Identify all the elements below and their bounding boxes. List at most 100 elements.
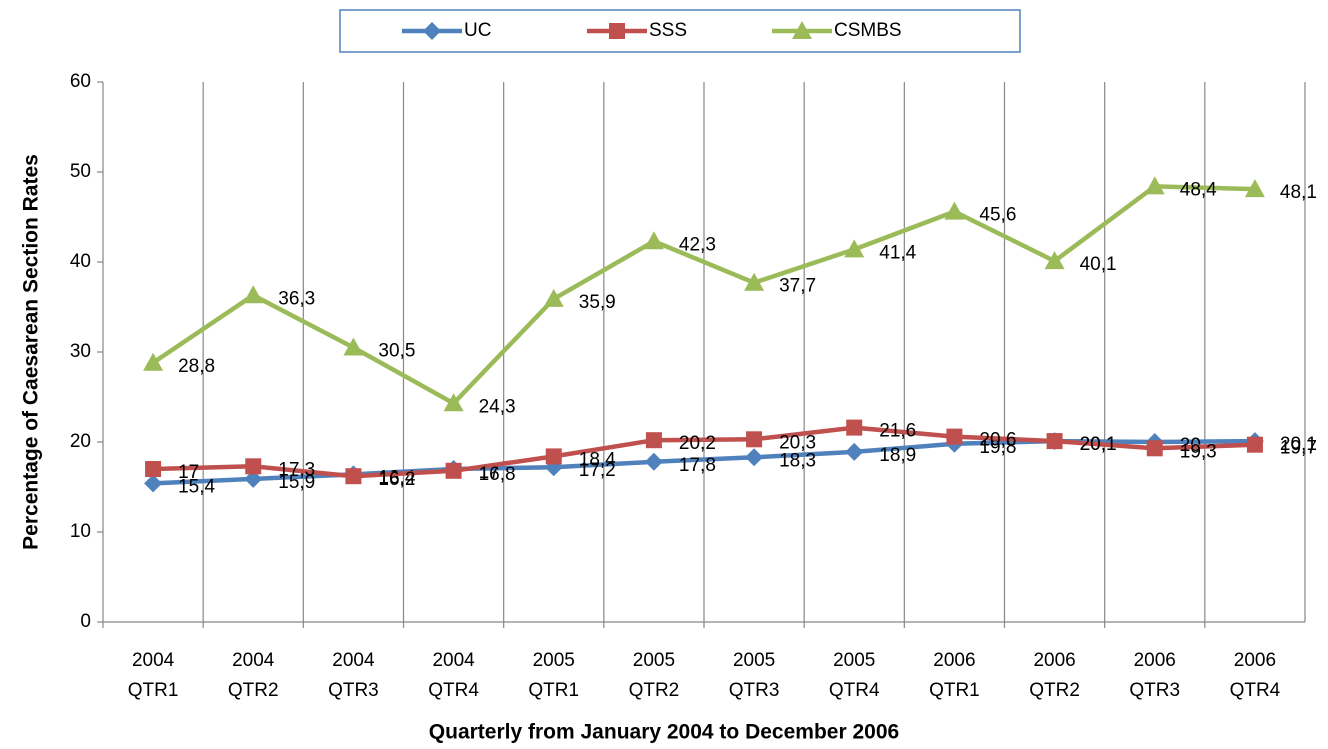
data-label: 20,2 — [679, 433, 716, 454]
marker — [1046, 433, 1063, 450]
marker — [145, 461, 162, 477]
y-tick-label: 30 — [70, 341, 91, 362]
data-label: 19,3 — [1180, 441, 1217, 462]
marker — [1044, 251, 1065, 270]
series: 28,8 36,3 30,5 24,3 35,9 42,3 37,7 41,4 45,6 40,1… — [143, 176, 1317, 417]
marker — [343, 337, 364, 356]
data-label: 17,8 — [679, 455, 716, 476]
marker — [946, 428, 963, 445]
x-tick-label: QTR1 — [528, 680, 579, 701]
x-tick-label: QTR2 — [228, 680, 279, 701]
marker — [744, 272, 765, 291]
legend-label: SSS — [649, 20, 687, 41]
data-label: 20,6 — [979, 430, 1016, 451]
x-tick-label: 2006 — [1134, 650, 1176, 671]
marker — [345, 468, 362, 485]
marker — [844, 239, 865, 258]
x-tick-label: 2005 — [833, 650, 875, 671]
y-axis-title: Percentage of Caesarean Section Rates — [20, 154, 43, 550]
marker — [645, 432, 662, 449]
data-label: 20,1 — [1080, 434, 1117, 455]
x-tick-label: 2005 — [533, 650, 575, 671]
x-tick-label: QTR2 — [629, 680, 680, 701]
data-label: 17 — [178, 462, 199, 483]
x-tick-label: QTR4 — [829, 680, 880, 701]
x-tick-label: QTR3 — [328, 680, 379, 701]
marker — [244, 469, 263, 488]
marker — [545, 448, 562, 465]
data-label: 15,4 — [178, 476, 215, 497]
data-label: 16,8 — [479, 464, 516, 485]
data-label: 20,1 — [1280, 434, 1317, 455]
x-tick-label: 2004 — [232, 650, 275, 671]
data-label: 35,9 — [579, 292, 616, 313]
marker — [543, 288, 564, 307]
data-label: 21,6 — [879, 421, 916, 442]
marker — [1244, 179, 1265, 198]
data-label: 15,9 — [278, 472, 315, 493]
marker — [944, 201, 965, 220]
y-tick-label: 0 — [80, 611, 91, 632]
data-label: 28,8 — [178, 356, 215, 377]
marker — [746, 431, 763, 448]
marker — [443, 393, 464, 412]
data-label: 40,1 — [1080, 254, 1117, 275]
x-tick-label: QTR3 — [1129, 680, 1180, 701]
x-tick-label: 2005 — [733, 650, 775, 671]
x-tick-label: 2004 — [432, 650, 475, 671]
y-tick-label: 10 — [70, 521, 91, 542]
y-tick-label: 40 — [70, 251, 91, 272]
data-label: 41,4 — [879, 242, 916, 263]
x-tick-label: 2004 — [332, 650, 375, 671]
data-label: 18,9 — [879, 445, 916, 466]
data-label: 16,2 — [378, 469, 415, 490]
data-label: 36,3 — [278, 288, 315, 309]
marker — [1144, 176, 1165, 195]
x-tick-label: QTR4 — [1230, 680, 1281, 701]
data-label: 19,8 — [979, 437, 1016, 458]
x-tick-label: 2004 — [132, 650, 175, 671]
x-tick-label: 2006 — [933, 650, 975, 671]
y-tick-label: 60 — [70, 71, 91, 92]
marker — [423, 22, 441, 40]
series: 17 17,3 16,2 16,818,420,2 20,321,6 20,6 20,1 19… — [145, 419, 1317, 490]
x-tick-label: QTR3 — [729, 680, 780, 701]
series-line — [153, 425, 1255, 479]
marker — [245, 458, 262, 475]
marker — [144, 474, 163, 493]
data-label: 42,3 — [679, 234, 716, 255]
marker — [845, 442, 864, 461]
marker — [609, 23, 625, 39]
data-label: 19,7 — [1280, 438, 1317, 459]
data-label: 30,5 — [378, 341, 415, 362]
data-label: 24,3 — [479, 396, 516, 417]
legend-label: CSMBS — [834, 20, 902, 41]
marker — [644, 452, 663, 471]
data-label: 48,1 — [1280, 182, 1317, 203]
legend-label: UC — [464, 20, 491, 41]
marker — [1146, 440, 1163, 457]
x-tick-label: QTR4 — [428, 680, 479, 701]
x-tick-label: 2006 — [1033, 650, 1075, 671]
x-tick-label: QTR1 — [929, 680, 980, 701]
data-label: 37,7 — [779, 276, 816, 297]
x-tick-label: QTR2 — [1029, 680, 1080, 701]
marker — [243, 285, 264, 304]
marker — [846, 419, 863, 436]
data-label: 18,3 — [779, 450, 816, 471]
x-tick-label: 2006 — [1234, 650, 1276, 671]
y-tick-label: 20 — [70, 431, 91, 452]
marker — [1246, 436, 1263, 453]
marker — [792, 21, 812, 39]
data-label: 48,4 — [1180, 179, 1217, 200]
marker — [745, 448, 764, 467]
marker — [143, 352, 164, 371]
x-tick-label: QTR1 — [128, 680, 179, 701]
x-axis-title: Quarterly from January 2004 to December … — [429, 721, 899, 744]
series-line — [151, 184, 1255, 407]
marker — [445, 462, 462, 479]
data-label: 18,4 — [579, 449, 616, 470]
y-tick-label: 50 — [70, 161, 91, 182]
data-label: 45,6 — [979, 205, 1016, 226]
